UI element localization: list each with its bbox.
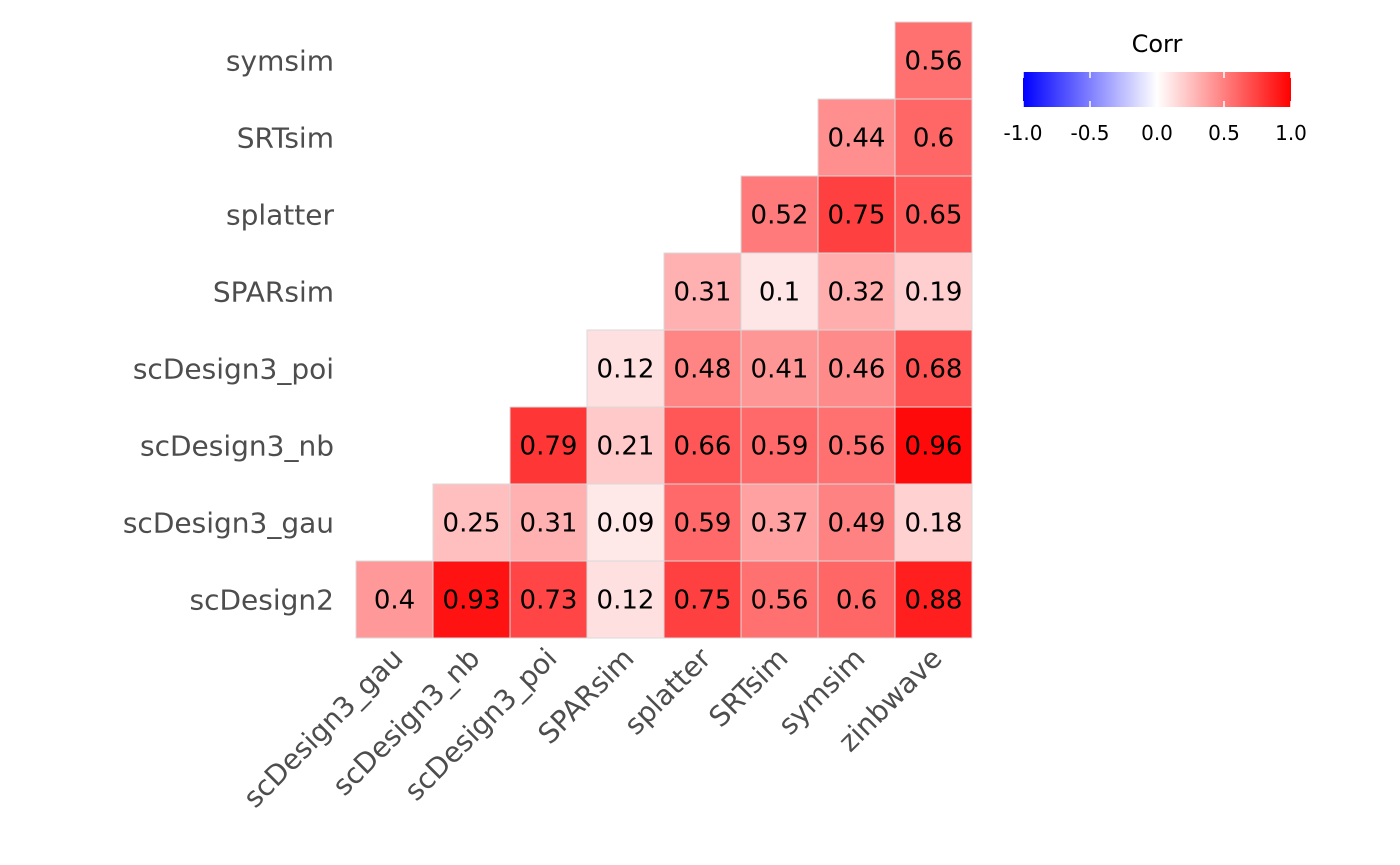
heatmap-cell: [586, 406, 665, 485]
heatmap-cell: [894, 560, 973, 639]
cell-value-label: 0.48: [674, 355, 732, 385]
cell-value-label: 0.18: [905, 509, 963, 539]
cell-value-label: 0.93: [443, 586, 501, 616]
cell-value-label: 0.32: [828, 278, 886, 308]
cell-value-label: 0.75: [674, 586, 732, 616]
cell-value-label: 0.56: [751, 586, 809, 616]
cell-value-label: 0.96: [905, 432, 963, 462]
legend-tick-label: 0.5: [1208, 121, 1240, 145]
row-label: splatter: [226, 199, 334, 232]
cell-value-label: 0.59: [751, 432, 809, 462]
color-legend: Corr -1.0 -0.5 0.0 0.5 1.0: [1003, 30, 1306, 145]
heatmap-cell: [586, 329, 665, 408]
row-label: SRTsim: [237, 122, 334, 155]
row-labels: scDesign2 scDesign3_gau scDesign3_nb scDesi…: [123, 45, 335, 617]
heatmap-cell: [740, 560, 819, 639]
cell-value-label: 0.52: [751, 201, 809, 231]
heatmap-cell: [509, 483, 588, 562]
heatmap-cell: [894, 483, 973, 562]
legend-tick-label: -0.5: [1070, 121, 1109, 145]
heatmap-cell: [586, 560, 665, 639]
cell-value-label: 0.31: [674, 278, 732, 308]
row-label: SPARsim: [213, 276, 334, 309]
cell-value-label: 0.21: [597, 432, 655, 462]
cell-value-label: 0.19: [905, 278, 963, 308]
cell-value-label: 0.6: [836, 586, 877, 616]
cell-value-label: 0.79: [520, 432, 578, 462]
heatmap-cell: [663, 252, 742, 331]
cell-value-label: 0.73: [520, 586, 578, 616]
heatmap-cell: [817, 406, 896, 485]
heatmap-cell: [740, 406, 819, 485]
cell-value-label: 0.4: [374, 586, 415, 616]
legend-tick-label: -1.0: [1003, 121, 1042, 145]
cell-value-label: 0.59: [674, 509, 732, 539]
heatmap-cells: [355, 21, 973, 639]
heatmap-cell: [894, 21, 973, 100]
cell-value-label: 0.68: [905, 355, 963, 385]
heatmap-cell: [663, 560, 742, 639]
cell-value-label: 0.09: [597, 509, 655, 539]
cell-value-label: 0.12: [597, 355, 655, 385]
cell-value-label: 0.44: [828, 124, 886, 154]
legend-title: Corr: [1132, 30, 1183, 58]
legend-ticks: -1.0 -0.5 0.0 0.5 1.0: [1003, 72, 1307, 145]
column-label: splatter: [618, 641, 718, 741]
heatmap-cell: [894, 252, 973, 331]
heatmap-cell: [894, 329, 973, 408]
heatmap-cell: [432, 483, 511, 562]
cell-value-label: 0.65: [905, 201, 963, 231]
heatmap-cell: [817, 98, 896, 177]
row-label: symsim: [226, 45, 334, 78]
cell-value-label: 0.25: [443, 509, 501, 539]
heatmap-cell: [509, 406, 588, 485]
cell-value-label: 0.66: [674, 432, 732, 462]
heatmap-cell: [740, 483, 819, 562]
cell-value-label: 0.49: [828, 509, 886, 539]
heatmap-cell: [663, 406, 742, 485]
cell-value-label: 0.37: [751, 509, 809, 539]
row-label: scDesign3_poi: [133, 353, 334, 386]
cell-value-label: 0.56: [905, 47, 963, 77]
cell-value-label: 0.56: [828, 432, 886, 462]
cell-value-label: 0.12: [597, 586, 655, 616]
heatmap-cell: [817, 252, 896, 331]
cell-value-label: 0.75: [828, 201, 886, 231]
cell-value-label: 0.31: [520, 509, 578, 539]
heatmap-cell: [894, 98, 973, 177]
heatmap-cell: [740, 252, 819, 331]
heatmap-cell: [894, 175, 973, 254]
heatmap-cell: [817, 560, 896, 639]
cell-value-label: 0.6: [913, 124, 954, 154]
row-label: scDesign3_nb: [140, 430, 334, 463]
heatmap-cell: [663, 483, 742, 562]
heatmap-cell: [740, 175, 819, 254]
cell-value-label: 0.41: [751, 355, 809, 385]
heatmap-cell: [355, 560, 434, 639]
heatmap-cell: [432, 560, 511, 639]
heatmap-cell: [894, 406, 973, 485]
cell-value-label: 0.1: [759, 278, 800, 308]
cell-value-label: 0.46: [828, 355, 886, 385]
cell-value-label: 0.88: [905, 586, 963, 616]
row-label: scDesign3_gau: [123, 507, 334, 540]
heatmap-cell-labels: 0.4 0.93 0.73 0.12 0.75 0.56 0.6 0.88 0.25 0.31 0.…: [374, 47, 963, 616]
heatmap-cell: [817, 329, 896, 408]
column-labels: scDesign3_gauscDesign3_nbscDesign3_poiSP…: [237, 641, 949, 814]
row-label: scDesign2: [190, 584, 334, 617]
legend-tick-label: 1.0: [1275, 121, 1307, 145]
legend-tick-label: 0.0: [1141, 121, 1173, 145]
heatmap-cell: [663, 329, 742, 408]
